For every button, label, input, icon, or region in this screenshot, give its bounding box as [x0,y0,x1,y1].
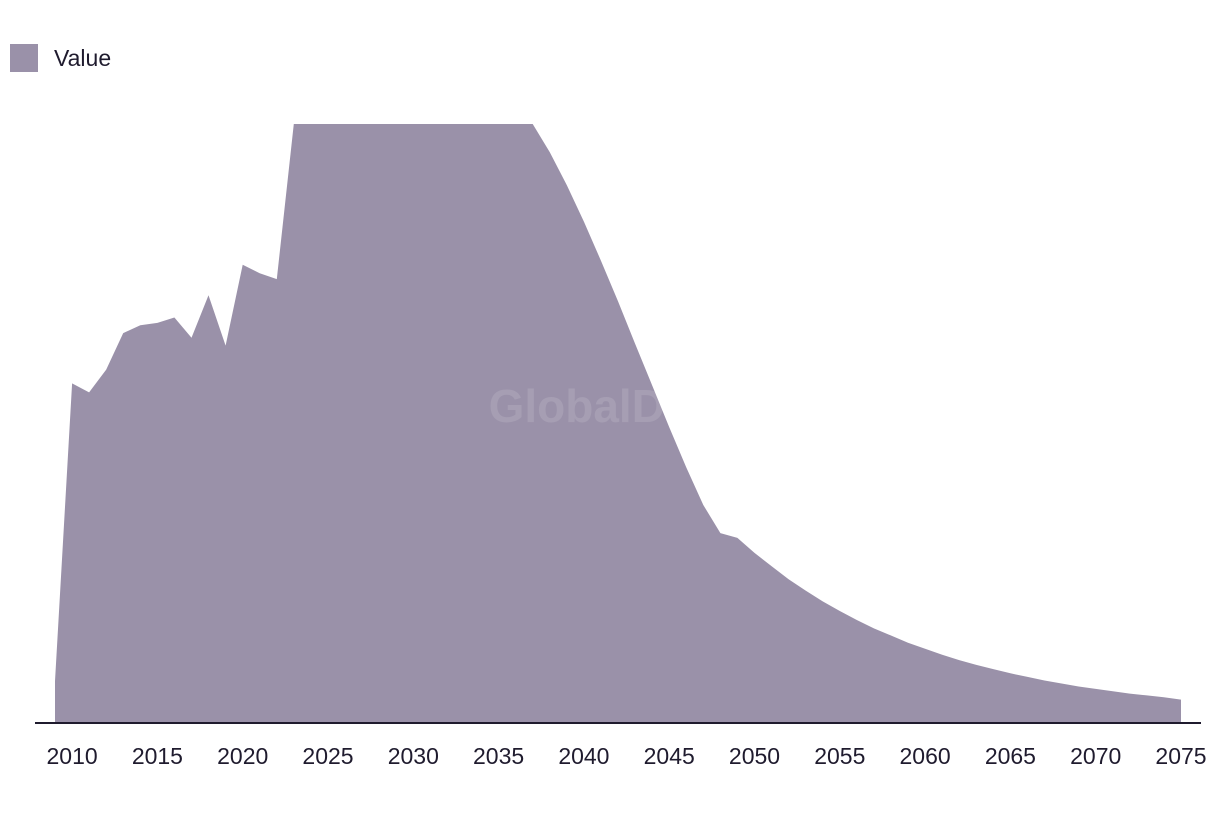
x-tick-label: 2030 [388,743,439,769]
x-tick-label: 2015 [132,743,183,769]
x-tick-label: 2020 [217,743,268,769]
x-tick-label: 2070 [1070,743,1121,769]
x-tick-label: 2050 [729,743,780,769]
x-tick-label: 2055 [814,743,865,769]
x-tick-label: 2025 [302,743,353,769]
x-tick-label: 2040 [558,743,609,769]
x-tick-label: 2075 [1155,743,1206,769]
area-layer [55,124,1181,723]
x-tick-label: 2035 [473,743,524,769]
watermark: GlobalData [489,380,732,432]
x-tick-label: 2060 [900,743,951,769]
legend: Value [10,44,111,72]
series-area-value [55,124,1181,723]
x-tick-label: 2065 [985,743,1036,769]
x-tick-label: 2010 [47,743,98,769]
x-tick-label: 2045 [644,743,695,769]
legend-label: Value [54,45,112,71]
legend-swatch [10,44,38,72]
x-axis-ticks: 2010 2015 2020 2025 2030 2035 2040 2045 2050 2055… [47,743,1207,769]
